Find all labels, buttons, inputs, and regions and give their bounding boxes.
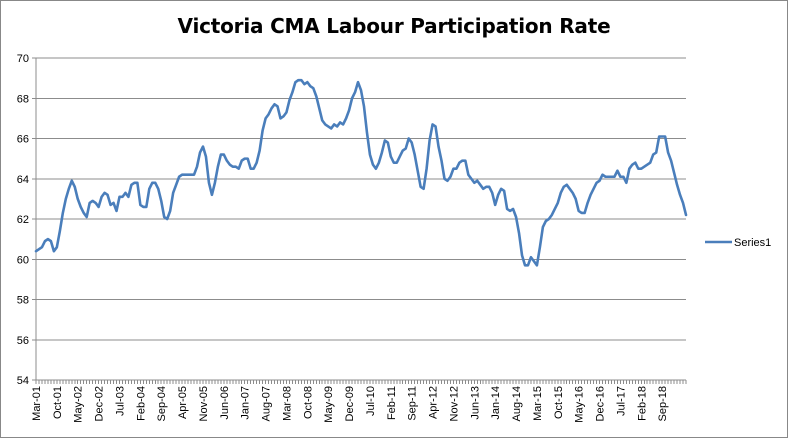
x-tick-label: Feb-04 [135,386,147,421]
x-tick-label: May-16 [574,386,586,423]
x-tick-label: Sep-11 [407,386,419,421]
x-tick-label: Jul-17 [615,386,627,416]
x-tick-label: Mar-15 [532,386,544,421]
y-tick-label: 58 [17,295,29,307]
x-tick-label: Mar-08 [281,386,293,421]
x-tick-label: Jan-07 [240,386,252,420]
x-tick-label: Jul-10 [365,386,377,416]
x-tick-label: Sep-04 [156,386,168,421]
y-tick-label: 68 [17,93,29,105]
y-tick-label: 70 [17,53,29,65]
x-tick-label: Oct-15 [553,386,565,419]
x-tick-label: Dec-02 [94,386,106,421]
x-tick-label: Jun-06 [219,386,231,420]
x-tick-label: May-09 [323,386,335,423]
x-tick-label: Feb-18 [636,386,648,421]
y-tick-label: 56 [17,335,29,347]
x-tick-label: Jun-13 [469,386,481,420]
x-tick-label: Apr-12 [428,386,440,419]
x-tick-label: Apr-05 [177,386,189,419]
x-tick-label: Mar-01 [31,386,43,421]
y-tick-label: 62 [17,214,29,226]
legend: Series1 [705,237,771,249]
series-layer [34,78,688,267]
x-tick-label: Oct-08 [302,386,314,419]
x-tick-label: Aug-14 [511,386,523,421]
y-tick-label: 60 [17,254,29,266]
series-line-series1 [34,78,688,267]
x-tick-label: Aug-07 [261,386,273,421]
chart-title: Victoria CMA Labour Participation Rate [177,14,611,38]
x-tick-label: Jan-14 [490,386,502,420]
x-tick-label: Dec-16 [595,386,607,421]
x-tick-label: Dec-09 [344,386,356,421]
grid-layer [36,57,686,341]
axis-layer: 54 56 58 60 62 64 66 68 70 Mar-01 Oct-01 May-02 Dec-… [17,53,687,423]
x-tick-label: Nov-12 [448,386,460,421]
x-tick-label: Nov-05 [198,386,210,421]
x-tick-label: May-02 [73,386,85,423]
x-tick-label: Oct-01 [52,386,64,419]
y-tick-label: 66 [17,134,29,146]
y-tick-label: 64 [17,174,29,186]
x-tick-label: Jul-03 [114,386,126,416]
x-tick-label: Sep-18 [657,386,669,421]
y-tick-label: 54 [17,375,29,387]
x-tick-label: Feb-11 [386,386,398,420]
legend-label: Series1 [734,237,771,249]
